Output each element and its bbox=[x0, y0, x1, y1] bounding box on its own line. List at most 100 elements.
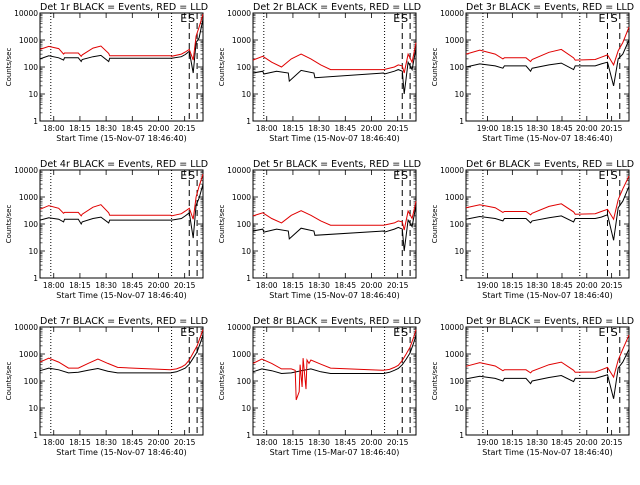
events-series-line bbox=[465, 186, 630, 241]
y-tick-label: 1000 bbox=[19, 36, 38, 45]
marker-label: E bbox=[393, 12, 400, 25]
events-series-line bbox=[465, 39, 630, 87]
x-tick-label: 18:15 bbox=[282, 124, 304, 133]
x-tick-label: 18:00 bbox=[43, 124, 65, 133]
x-axis-label: Start Time (15-Nov-07 18:46:40) bbox=[56, 291, 186, 300]
y-tick-label: 10000 bbox=[227, 323, 251, 332]
x-tick-label: 18:45 bbox=[121, 438, 143, 447]
plot-frame bbox=[39, 326, 204, 436]
y-tick-label: 10 bbox=[28, 90, 38, 99]
y-tick-label: 10 bbox=[454, 90, 464, 99]
y-tick-label: 1000 bbox=[232, 193, 251, 202]
plot-frame bbox=[252, 326, 417, 436]
x-tick-label: 18:15 bbox=[69, 281, 91, 290]
y-axis-label: Counts/sec bbox=[5, 362, 13, 401]
plot-frame bbox=[465, 326, 630, 436]
plot-frame bbox=[465, 169, 630, 279]
y-tick-label: 1 bbox=[246, 117, 251, 126]
y-tick-label: 10 bbox=[241, 90, 251, 99]
x-tick-label: 18:00 bbox=[43, 281, 65, 290]
events-series-line bbox=[252, 334, 417, 375]
x-tick-label: 20:15 bbox=[387, 124, 409, 133]
y-tick-label: 1 bbox=[459, 431, 464, 440]
y-tick-label: 1 bbox=[33, 274, 38, 283]
y-tick-label: 10000 bbox=[440, 323, 464, 332]
panel: Det 4r BLACK = Events, RED = LLD 1 10 100 10… bbox=[5, 159, 208, 300]
y-tick-label: 10 bbox=[454, 247, 464, 256]
y-tick-label: 1 bbox=[246, 431, 251, 440]
x-tick-label: 18:30 bbox=[308, 124, 330, 133]
x-tick-label: 18:15 bbox=[502, 438, 524, 447]
x-tick-label: 18:00 bbox=[256, 438, 278, 447]
y-tick-label: 10 bbox=[241, 247, 251, 256]
x-tick-label: 18:00 bbox=[256, 281, 278, 290]
marker-label: S bbox=[188, 169, 195, 182]
x-tick-label: 18:45 bbox=[551, 281, 573, 290]
x-tick-label: 20:00 bbox=[361, 281, 383, 290]
plot-frame bbox=[465, 12, 630, 122]
y-tick-label: 1 bbox=[459, 274, 464, 283]
y-tick-label: 1 bbox=[33, 117, 38, 126]
x-tick-label: 19:00 bbox=[477, 281, 499, 290]
x-axis-label: Start Time (15-Nov-07 18:46:40) bbox=[269, 291, 399, 300]
panel: Det 6r BLACK = Events, RED = LLD 1 10 100 10… bbox=[431, 159, 634, 300]
x-tick-label: 18:45 bbox=[121, 124, 143, 133]
x-tick-label: 18:30 bbox=[308, 438, 330, 447]
x-tick-label: 20:00 bbox=[148, 124, 170, 133]
x-axis-label: Start Time (15-Nov-07 18:46:40) bbox=[56, 134, 186, 143]
y-tick-label: 100 bbox=[237, 220, 252, 229]
marker-label: S bbox=[611, 169, 618, 182]
x-tick-label: 20:00 bbox=[576, 281, 598, 290]
x-tick-label: 18:15 bbox=[502, 281, 524, 290]
y-tick-label: 100 bbox=[450, 63, 465, 72]
lld-series-line bbox=[39, 14, 204, 61]
marker-label: E bbox=[180, 169, 187, 182]
panel: Det 8r BLACK = Events, RED = LLD 1 10 100 10… bbox=[218, 316, 421, 457]
marker-label: E bbox=[598, 169, 605, 182]
y-tick-label: 100 bbox=[24, 63, 39, 72]
panel: Det 5r BLACK = Events, RED = LLD 1 10 100 10… bbox=[218, 159, 421, 300]
x-tick-label: 18:45 bbox=[334, 124, 356, 133]
x-tick-label: 18:30 bbox=[308, 281, 330, 290]
lld-series-line bbox=[465, 334, 630, 379]
x-tick-label: 20:15 bbox=[174, 281, 196, 290]
x-tick-label: 19:00 bbox=[477, 438, 499, 447]
marker-label: S bbox=[401, 169, 408, 182]
x-axis-label: Start Time (15-Mar-07 18:46:40) bbox=[270, 448, 400, 457]
events-series-line bbox=[465, 348, 630, 399]
y-tick-label: 100 bbox=[450, 377, 465, 386]
y-axis-label: Counts/sec bbox=[5, 205, 13, 244]
panel-title: Det 7r BLACK = Events, RED = LLD bbox=[40, 316, 208, 327]
x-tick-label: 20:00 bbox=[361, 124, 383, 133]
marker-label: E bbox=[180, 326, 187, 339]
y-tick-label: 100 bbox=[24, 377, 39, 386]
x-tick-label: 20:00 bbox=[148, 281, 170, 290]
y-axis-label: Counts/sec bbox=[431, 362, 439, 401]
x-tick-label: 20:15 bbox=[601, 281, 623, 290]
y-axis-label: Counts/sec bbox=[218, 205, 226, 244]
events-series-line bbox=[39, 183, 204, 239]
x-tick-label: 20:15 bbox=[174, 438, 196, 447]
y-axis-label: Counts/sec bbox=[431, 48, 439, 87]
marker-label: S bbox=[188, 12, 195, 25]
x-tick-label: 18:15 bbox=[282, 281, 304, 290]
y-tick-label: 1000 bbox=[19, 350, 38, 359]
lld-series-line bbox=[39, 174, 204, 220]
y-tick-label: 1 bbox=[33, 431, 38, 440]
y-tick-label: 100 bbox=[24, 220, 39, 229]
y-tick-label: 10000 bbox=[227, 166, 251, 175]
panel-title: Det 4r BLACK = Events, RED = LLD bbox=[40, 159, 208, 170]
x-tick-label: 18:30 bbox=[526, 438, 548, 447]
lld-series-line bbox=[252, 201, 417, 231]
lld-series-line bbox=[252, 42, 417, 74]
x-tick-label: 18:15 bbox=[69, 438, 91, 447]
x-tick-label: 18:15 bbox=[502, 124, 524, 133]
y-tick-label: 10000 bbox=[14, 323, 38, 332]
x-tick-label: 20:15 bbox=[174, 124, 196, 133]
y-tick-label: 1000 bbox=[445, 36, 464, 45]
y-tick-label: 10000 bbox=[227, 9, 251, 18]
y-tick-label: 1000 bbox=[19, 193, 38, 202]
x-tick-label: 20:00 bbox=[576, 438, 598, 447]
y-tick-label: 10 bbox=[28, 247, 38, 256]
